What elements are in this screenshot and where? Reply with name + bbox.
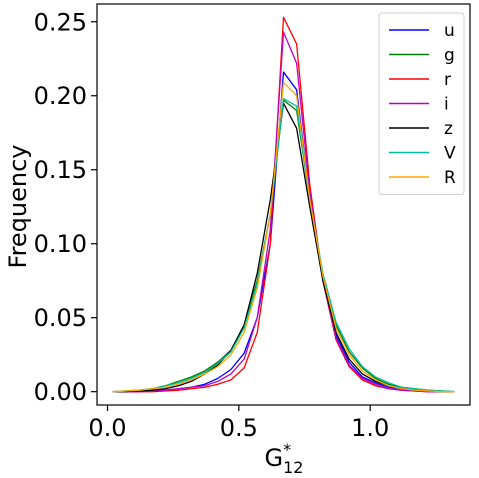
y-tick-label: 0.00 <box>34 378 87 406</box>
legend-label-r: r <box>444 70 451 90</box>
x-axis-title: G* 12 <box>265 440 304 477</box>
y-tick-label: 0.10 <box>34 230 87 258</box>
x-tick-label: 0.0 <box>88 414 126 442</box>
y-axis-title: Frequency <box>4 145 32 269</box>
legend-label-R: R <box>444 168 456 188</box>
legend-label-g: g <box>444 46 455 66</box>
axes-layer: 0.00 0.05 0.10 0.15 0.20 0.25 0.0 0.5 1.0 Frequen… <box>4 3 471 477</box>
plot-frame <box>96 3 471 406</box>
x-tick-label: 1.0 <box>351 414 389 442</box>
legend-label-u: u <box>444 21 455 41</box>
legend-label-i: i <box>444 95 449 115</box>
y-tick-label: 0.20 <box>34 82 87 110</box>
legend-label-z: z <box>444 119 453 139</box>
y-tick-label: 0.05 <box>34 304 87 332</box>
legend-label-V: V <box>444 144 456 164</box>
series-line-V <box>112 98 455 393</box>
y-tick-label: 0.25 <box>34 8 87 36</box>
series-line-R <box>112 81 455 393</box>
series-layer <box>112 16 455 393</box>
series-line-i <box>112 31 455 393</box>
x-tick-label: 0.5 <box>220 414 258 442</box>
y-tick-label: 0.15 <box>34 156 87 184</box>
